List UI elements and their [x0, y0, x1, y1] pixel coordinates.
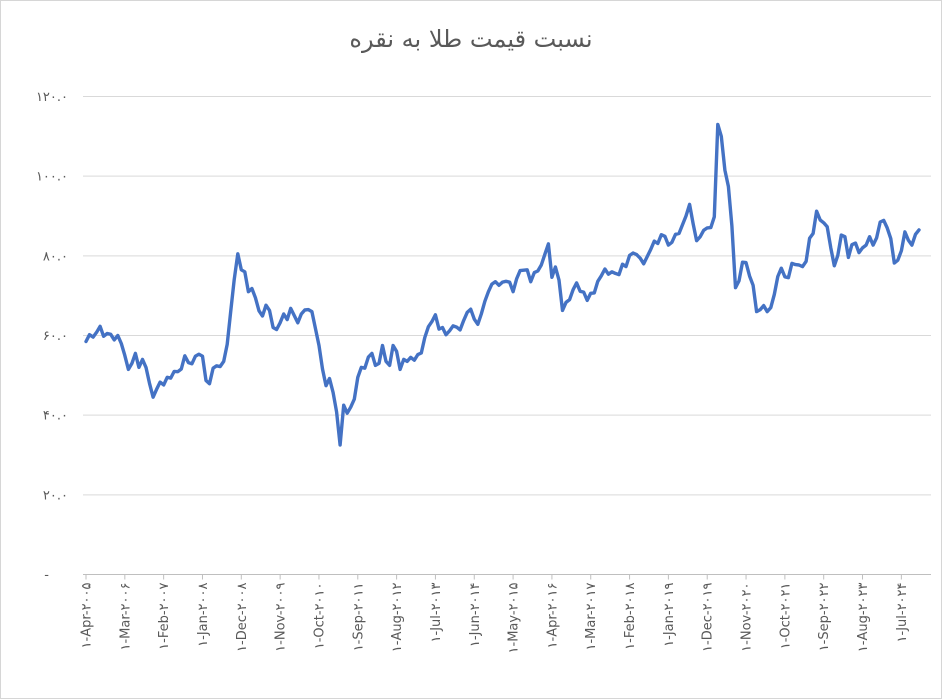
y-axis-tick-label: ۶۰.۰ — [43, 329, 68, 344]
x-axis-tick-label: ۱-Apr-۲۰۰۵ — [80, 582, 95, 648]
x-axis-tick-label: ۱-Mar-۲۰۱۷ — [584, 582, 599, 650]
x-axis-tick-label: ۱-Dec-۲۰۱۹ — [701, 582, 716, 651]
x-axis-tick-label: ۱-Oct-۲۰۲۱ — [778, 583, 793, 650]
y-axis-tick-label: ۴۰.۰ — [43, 409, 68, 424]
x-axis-tick-label: ۱-Aug-۲۰۱۲ — [390, 582, 405, 652]
x-axis-tick-label: ۱-Nov-۲۰۰۹ — [274, 582, 289, 651]
y-axis-tick-label: ۲۰.۰ — [43, 488, 68, 503]
x-axis-tick-label: ۱-Oct-۲۰۱۰ — [312, 583, 327, 650]
x-axis-tick-label: ۱-Jul-۲۰۱۳ — [429, 582, 444, 642]
x-axis-tick-label: ۱-Apr-۲۰۱۶ — [545, 583, 560, 649]
series-line — [84, 122, 921, 447]
y-axis-tick-label: - — [44, 568, 49, 583]
x-axis-tick-label: ۱-May-۲۰۱۵ — [507, 582, 522, 653]
y-axis-tick-label: ۱۲۰.۰ — [36, 90, 68, 105]
y-axis-tick-label: ۸۰.۰ — [43, 249, 68, 264]
x-axis-tick-label: ۱-Feb-۲۰۰۷ — [157, 582, 172, 649]
x-axis-tick-label: ۱-Nov-۲۰۲۰ — [740, 583, 755, 652]
x-axis-tick-label: ۱-Jan-۲۰۱۹ — [662, 582, 677, 646]
x-axis-tick-label: ۱-Aug-۲۰۲۳ — [856, 582, 871, 652]
x-axis-tick-label: ۱-Jun-۲۰۱۴ — [468, 582, 483, 647]
x-axis-tick-label: ۱-Feb-۲۰۱۸ — [623, 582, 638, 649]
chart-title: نسبت قیمت طلا به نقره — [349, 25, 593, 53]
x-axis-tick-label: ۱-Dec-۲۰۰۸ — [235, 582, 250, 651]
x-axis-tick-label: ۱-Mar-۲۰۰۶ — [118, 583, 133, 651]
y-axis-tick-label: ۱۰۰.۰ — [36, 170, 68, 185]
x-axis-tick-label: ۱-Jan-۲۰۰۸ — [196, 582, 211, 646]
x-axis-tick-label: ۱-Sep-۲۰۲۲ — [817, 582, 832, 651]
x-axis-tick-label: ۱-Jul-۲۰۲۴ — [895, 582, 910, 642]
x-axis-tick-label: ۱-Sep-۲۰۱۱ — [351, 583, 366, 652]
